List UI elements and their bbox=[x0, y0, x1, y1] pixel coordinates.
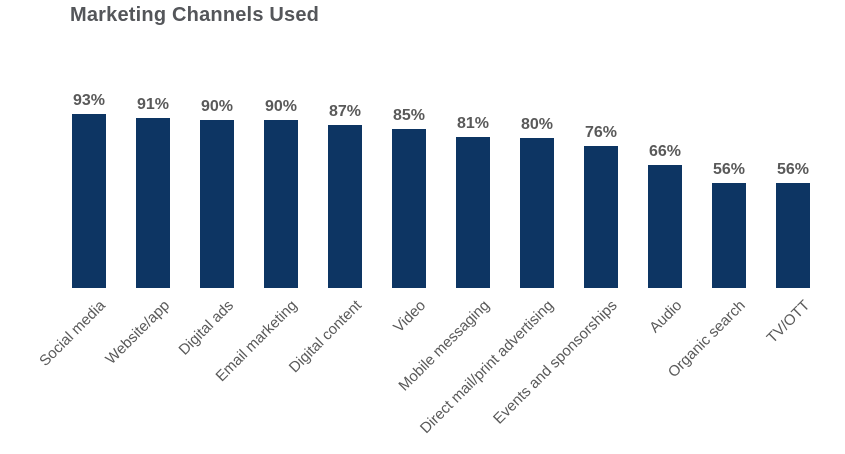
chart-title: Marketing Channels Used bbox=[70, 4, 320, 26]
bar-value-label: 76% bbox=[584, 124, 618, 141]
bar-value-label: 81% bbox=[456, 115, 490, 132]
bar-value-label: 87% bbox=[328, 103, 362, 120]
category-label: TV/OTT bbox=[763, 297, 814, 347]
bar-value-label: 66% bbox=[648, 143, 682, 160]
bar-value-label: 85% bbox=[392, 107, 426, 124]
bar bbox=[392, 129, 426, 288]
bar-value-label: 93% bbox=[72, 92, 106, 109]
bar bbox=[200, 120, 234, 288]
bar bbox=[72, 114, 106, 288]
bar-value-label: 56% bbox=[776, 161, 810, 178]
category-label: Website/app bbox=[102, 297, 174, 368]
bar-value-label: 90% bbox=[264, 98, 298, 115]
bar-value-label: 90% bbox=[200, 98, 234, 115]
category-label: Events and sponsorships bbox=[490, 297, 622, 428]
category-label: Direct mail/print advertising bbox=[417, 297, 558, 437]
bar bbox=[328, 125, 362, 288]
bar-value-label: 56% bbox=[712, 161, 746, 178]
bar bbox=[456, 137, 490, 288]
category-label: Video bbox=[390, 297, 430, 336]
bar-value-label: 91% bbox=[136, 96, 170, 113]
bar bbox=[648, 165, 682, 288]
bar bbox=[136, 118, 170, 288]
bar bbox=[776, 183, 810, 288]
bar bbox=[584, 146, 618, 288]
bar bbox=[264, 120, 298, 288]
category-label: Social media bbox=[36, 297, 110, 370]
bar bbox=[712, 183, 746, 288]
bar-value-label: 80% bbox=[520, 116, 554, 133]
category-label: Audio bbox=[645, 297, 686, 337]
bar bbox=[520, 138, 554, 288]
category-label: Digital ads bbox=[175, 297, 238, 359]
